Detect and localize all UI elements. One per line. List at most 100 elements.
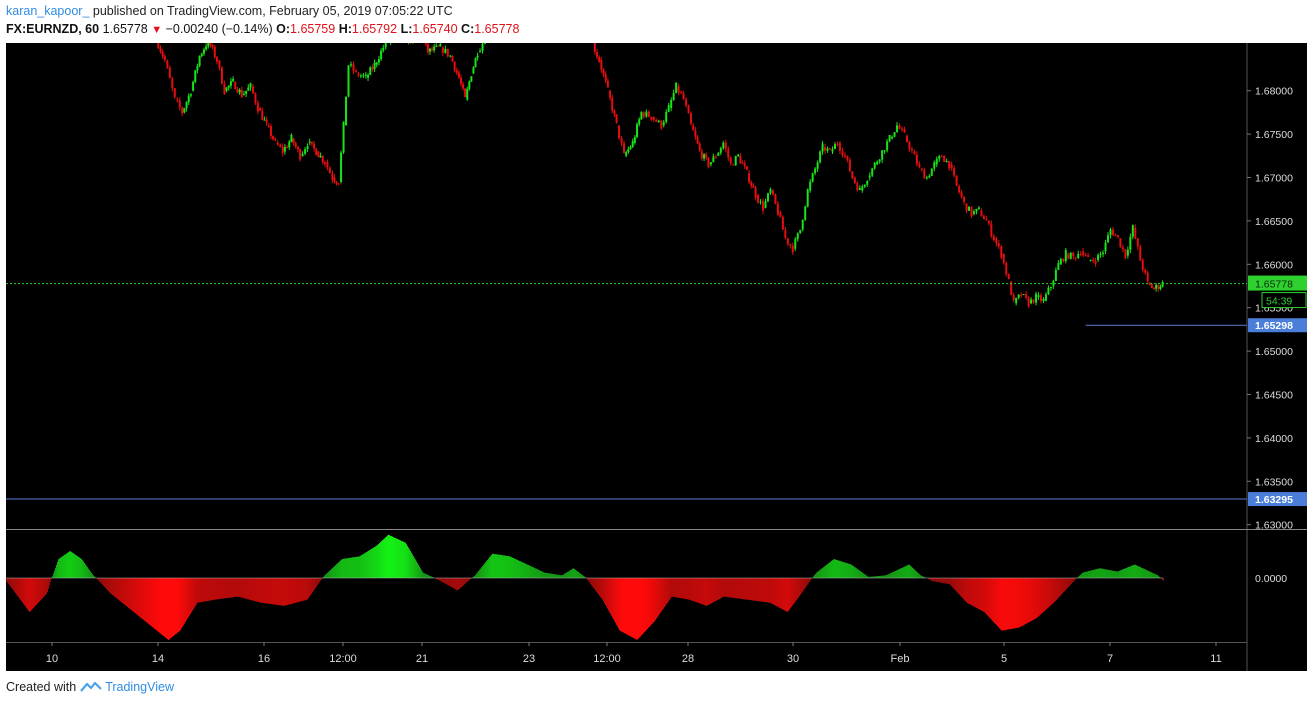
candle-body	[611, 97, 614, 111]
candle-body	[392, 36, 394, 39]
candle-body	[987, 220, 990, 224]
candle-body	[189, 94, 192, 96]
candle-body	[1109, 229, 1112, 236]
candle-body	[234, 82, 237, 90]
candle-body	[288, 141, 291, 148]
candle-body	[1094, 261, 1097, 264]
candle-body	[429, 48, 432, 52]
candle-body	[848, 159, 851, 172]
candle-body	[960, 192, 963, 198]
candle-body	[1074, 257, 1077, 259]
candle-body	[1039, 295, 1042, 301]
candle-body	[161, 51, 164, 57]
candle-body	[269, 126, 272, 137]
published-text: published on TradingView.com, February 0…	[92, 4, 453, 18]
candle-body	[985, 219, 988, 221]
candle-body	[1157, 284, 1160, 289]
candle-body	[251, 86, 254, 94]
candle-body	[836, 144, 839, 146]
candle-body	[176, 99, 179, 101]
candle-body	[192, 81, 195, 91]
candle-body	[1116, 235, 1119, 237]
last-price: 1.65778	[102, 22, 148, 36]
candle-body	[853, 177, 856, 183]
candle-body	[640, 111, 643, 120]
price-tick-label: 1.63000	[1255, 520, 1293, 532]
candle-body	[734, 156, 737, 166]
last-price-tag	[1248, 275, 1307, 291]
candle-body	[484, 43, 487, 44]
candle-body	[762, 201, 765, 211]
candle-body	[776, 203, 779, 215]
candle-body	[424, 43, 427, 45]
candle-body	[238, 89, 241, 93]
candle-body	[970, 206, 973, 217]
candle-body	[304, 149, 307, 154]
candle-body	[451, 56, 454, 62]
candle-body	[200, 53, 203, 57]
candle-body	[598, 56, 601, 62]
author-link[interactable]: karan_kapoor_	[6, 4, 90, 18]
candle-body	[294, 143, 297, 147]
candle-body	[333, 177, 336, 182]
oscillator-zero-label: 0.0000	[1255, 573, 1287, 585]
candle-body	[824, 147, 827, 151]
candle-body	[1059, 259, 1062, 265]
candle-body	[915, 154, 918, 165]
candle-body	[953, 168, 956, 176]
candles	[157, 35, 1164, 308]
candle-body	[901, 128, 904, 130]
candle-body	[592, 39, 594, 43]
tradingview-link[interactable]: TradingView	[80, 680, 174, 694]
candle-body	[997, 243, 1000, 247]
candle-body	[903, 129, 906, 133]
candle-body	[633, 137, 636, 143]
candle-body	[609, 90, 612, 98]
candle-body	[992, 236, 995, 241]
candle-body	[265, 119, 268, 123]
candle-body	[168, 67, 171, 79]
hline-price-tag	[1248, 492, 1307, 507]
candle-body	[696, 136, 699, 144]
candle-body	[719, 148, 722, 153]
candle-body	[1144, 269, 1147, 273]
candle-body	[405, 35, 407, 41]
candle-body	[187, 95, 190, 103]
candle-body	[925, 177, 928, 179]
candle-body	[1159, 286, 1162, 289]
candle-body	[185, 102, 188, 109]
candle-body	[613, 110, 616, 115]
candle-body	[345, 96, 348, 126]
candle-body	[741, 162, 744, 164]
time-tick-label: 21	[416, 653, 428, 665]
candle-body	[377, 59, 380, 63]
candle-body	[227, 85, 230, 88]
candle-body	[1121, 247, 1124, 250]
candle-body	[1129, 236, 1132, 250]
candle-body	[1155, 284, 1158, 289]
candle-body	[196, 65, 199, 71]
candle-body	[1124, 249, 1127, 258]
candle-body	[977, 207, 980, 209]
candle-body	[717, 152, 720, 156]
candle-body	[748, 173, 751, 183]
candle-body	[856, 182, 859, 191]
candle-body	[247, 87, 250, 91]
candle-body	[453, 61, 456, 71]
candle-body	[677, 86, 680, 93]
candle-body	[357, 73, 360, 76]
candle-body	[685, 99, 688, 106]
candle-body	[1027, 297, 1030, 307]
candle-body	[328, 167, 331, 174]
candle-body	[1099, 253, 1102, 255]
candle-body	[441, 47, 444, 53]
candle-body	[871, 168, 874, 176]
footer: Created with TradingView	[6, 680, 174, 694]
candle-body	[313, 143, 316, 149]
price-tick-label: 1.64500	[1255, 389, 1293, 401]
candle-body	[439, 43, 442, 47]
candle-body	[1148, 283, 1151, 285]
candle-body	[359, 75, 362, 77]
candle-body	[893, 132, 896, 137]
